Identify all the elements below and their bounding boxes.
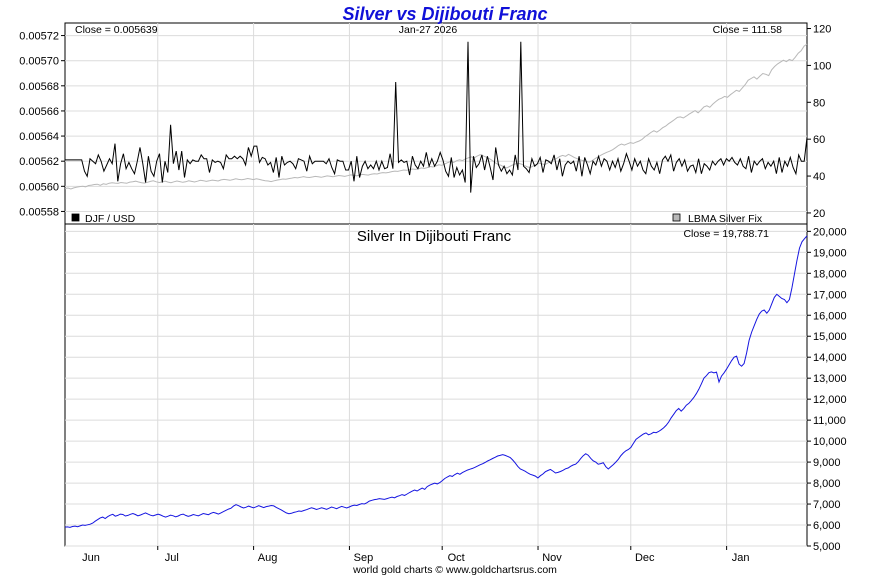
bottom-plot-frame [64, 223, 808, 547]
date-label: Jan-27 2026 [399, 24, 458, 36]
bottom-right-tick-label: 19,000 [813, 247, 847, 259]
top-right-tick-label: 120 [813, 24, 831, 36]
top-panel: 0.00558 0.00560 0.00562 0.00564 0.00566 0.005… [19, 22, 831, 225]
x-tick-label: Jul [165, 552, 179, 564]
top-left-tick-label: 0.00558 [19, 206, 59, 218]
x-tick-label: Aug [258, 552, 278, 564]
bottom-vertical-gridlines [157, 224, 728, 546]
bottom-right-tick-label: 6,000 [813, 520, 841, 532]
series-line-silver-in-djf [64, 235, 808, 528]
legend-swatch-djf-usd [71, 213, 80, 222]
x-tick-label: Jan [732, 552, 750, 564]
x-tick-label: Dec [635, 552, 655, 564]
top-left-tick-label: 0.00562 [19, 156, 59, 168]
bottom-right-tick-label: 7,000 [813, 499, 841, 511]
top-vertical-gridlines [157, 23, 728, 224]
x-tick-label: Oct [448, 552, 465, 564]
bottom-chart-title: Silver In Dijibouti Franc [357, 228, 512, 245]
x-tick-label: Nov [542, 552, 562, 564]
bottom-gridlines [65, 230, 807, 547]
x-tick-label: Jun [82, 552, 100, 564]
series-line-lbma-silver-fix [64, 43, 808, 190]
top-left-tick-label: 0.00570 [19, 56, 59, 68]
top-plot-frame [64, 22, 808, 225]
bottom-panel: 5,000 6,000 7,000 8,000 9,000 10,000 11,000 12,… [64, 223, 847, 564]
bottom-close-label: Close = 19,788.71 [683, 228, 769, 240]
top-left-tick-label: 0.00572 [19, 31, 59, 43]
bottom-right-tick-label: 15,000 [813, 331, 847, 343]
bottom-right-tick-label: 9,000 [813, 457, 841, 469]
bottom-right-tick-label: 11,000 [813, 415, 846, 427]
x-tick-label: Sep [354, 552, 374, 564]
top-left-tick-label: 0.00566 [19, 106, 59, 118]
top-right-tick-label: 20 [813, 208, 825, 220]
top-left-axis-ticks: 0.00558 0.00560 0.00562 0.00564 0.00566 0.005… [19, 31, 65, 218]
legend-label-djf-usd: DJF / USD [85, 213, 136, 225]
bottom-right-tick-label: 12,000 [813, 394, 847, 406]
top-left-tick-label: 0.00564 [19, 131, 59, 143]
top-left-tick-label: 0.00560 [19, 181, 59, 193]
legend-label-lbma-silver-fix: LBMA Silver Fix [688, 213, 763, 225]
series-line-djf-usd [65, 41, 808, 193]
right-close-label: Close = 111.58 [713, 24, 783, 36]
footer-credit: world gold charts © www.goldchartsrus.co… [352, 564, 557, 575]
bottom-right-tick-label: 20,000 [813, 226, 847, 238]
bottom-right-tick-label: 18,000 [813, 268, 847, 280]
top-right-tick-label: 40 [813, 171, 825, 183]
top-right-tick-label: 60 [813, 134, 825, 146]
bottom-right-tick-label: 5,000 [813, 541, 841, 553]
bottom-right-tick-label: 16,000 [813, 310, 847, 322]
bottom-right-tick-label: 17,000 [813, 289, 847, 301]
top-right-tick-label: 100 [813, 60, 831, 72]
bottom-right-tick-label: 8,000 [813, 478, 841, 490]
bottom-right-axis-ticks: 5,000 6,000 7,000 8,000 9,000 10,000 11,000 12,… [807, 226, 847, 553]
x-axis-ticks: Jun Jul Aug Sep Oct Nov Dec Jan [82, 546, 749, 564]
bottom-right-tick-label: 13,000 [813, 373, 847, 385]
legend-swatch-lbma-silver-fix [672, 213, 681, 222]
chart-title: Silver vs Dijibouti Franc [342, 4, 547, 24]
top-left-tick-label: 0.00568 [19, 81, 59, 93]
bottom-right-tick-label: 10,000 [813, 436, 847, 448]
bottom-right-tick-label: 14,000 [813, 352, 847, 364]
left-close-label: Close = 0.005639 [75, 24, 158, 36]
top-right-tick-label: 80 [813, 97, 825, 109]
top-right-axis-ticks: 20 40 60 80 100 120 [807, 24, 831, 220]
